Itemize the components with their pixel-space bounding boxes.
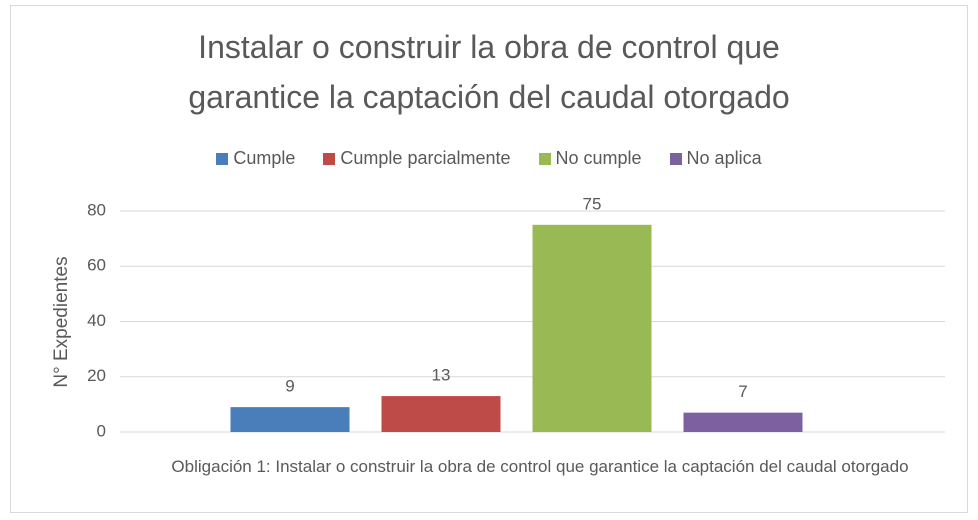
legend-label: No cumple <box>555 148 642 168</box>
chart-title: Instalar o construir la obra de control … <box>188 29 790 115</box>
y-tick-label: 40 <box>87 311 106 330</box>
bar <box>381 396 501 432</box>
legend-swatch <box>323 152 336 165</box>
legend: Cumple Cumple parcialmente No cumple No apl… <box>0 148 978 169</box>
data-label: 75 <box>583 194 602 213</box>
legend-label: Cumple <box>233 148 296 168</box>
legend-swatch <box>538 152 551 165</box>
bar <box>683 412 803 432</box>
legend-item: No aplica <box>669 148 762 169</box>
data-label: 9 <box>285 377 294 396</box>
legend-label: No aplica <box>686 148 762 168</box>
legend-item: Cumple <box>216 148 295 169</box>
legend-label: Cumple parcialmente <box>340 148 511 168</box>
legend-item: Cumple parcialmente <box>323 148 511 169</box>
bar <box>230 407 350 432</box>
x-tick-label: Obligación 1: Instalar o construir la ob… <box>171 457 909 476</box>
data-label: 7 <box>738 382 747 401</box>
y-tick-label: 80 <box>87 200 106 219</box>
data-label: 13 <box>432 366 451 385</box>
y-axis-label: N° Expedientes <box>51 256 72 387</box>
y-tick-label: 60 <box>87 256 106 275</box>
y-tick-label: 20 <box>87 366 106 385</box>
legend-swatch <box>669 152 682 165</box>
bar <box>532 224 652 432</box>
y-tick-label: 0 <box>97 421 106 440</box>
legend-swatch <box>216 152 229 165</box>
legend-item: No cumple <box>538 148 642 169</box>
chart-frame <box>10 5 968 513</box>
